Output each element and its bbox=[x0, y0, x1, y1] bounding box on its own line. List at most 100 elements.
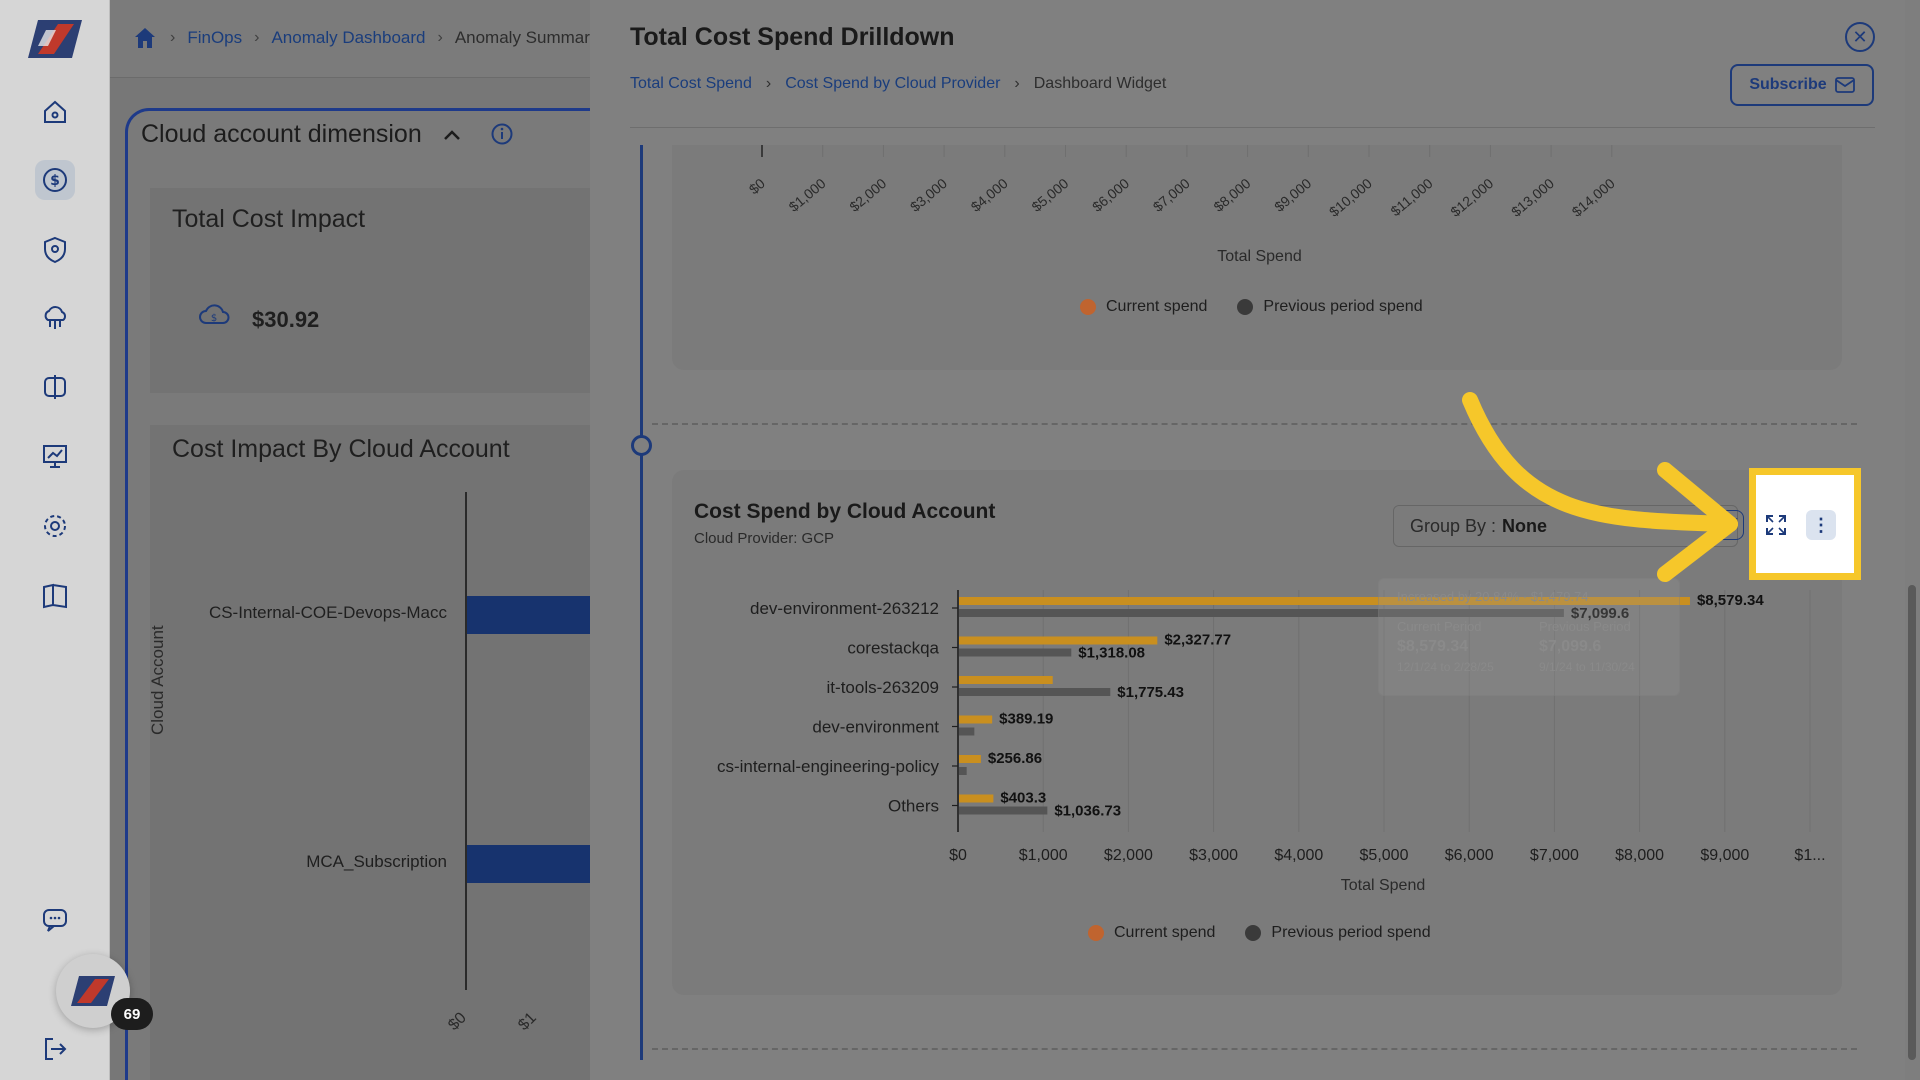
cloud-dollar-icon: $ bbox=[199, 304, 230, 324]
data-label-previous: $1,318.08 bbox=[1078, 645, 1145, 662]
drilldown-drawer: Total Cost Spend Drilldown ✕ Total Cost … bbox=[590, 0, 1920, 1080]
breadcrumb-finops[interactable]: FinOps bbox=[187, 28, 243, 47]
bar-previous[interactable] bbox=[959, 727, 975, 736]
security-icon[interactable] bbox=[35, 230, 75, 270]
x-tick-label: $5,000 bbox=[1360, 847, 1409, 864]
bar-previous[interactable] bbox=[959, 609, 1564, 617]
current-legend-dot bbox=[1088, 925, 1104, 941]
drawer-title: Total Cost Spend Drilldown bbox=[630, 23, 955, 51]
docs-icon[interactable] bbox=[35, 575, 75, 615]
legend-current[interactable]: Current spend bbox=[1114, 924, 1216, 941]
bar-current[interactable] bbox=[959, 636, 1158, 645]
notification-badge[interactable]: 69 bbox=[111, 998, 153, 1030]
cost-impact-by-account-title: Cost Impact By Cloud Account bbox=[172, 435, 510, 463]
data-label-current: $403.3 bbox=[1000, 790, 1046, 807]
bar-previous[interactable] bbox=[959, 648, 1072, 657]
tooltip-previous-range: 9/1/24 to 11/30/24 bbox=[1539, 660, 1635, 674]
account-chart-legend: Current spend Previous period spend bbox=[1088, 924, 1431, 942]
bar-current[interactable] bbox=[959, 597, 1690, 605]
bar-current[interactable] bbox=[959, 676, 1053, 684]
timeline-line bbox=[640, 145, 643, 1060]
chevron-right-icon: › bbox=[437, 29, 443, 46]
tooltip-header: Increased by 20.84% · $1,479.74 bbox=[1397, 589, 1589, 604]
category-label: dev-environment bbox=[812, 718, 939, 737]
tooltip-previous-value: $7,099.6 bbox=[1539, 638, 1602, 655]
chart-title: Cost Spend by Cloud Account bbox=[694, 500, 996, 523]
breadcrumb-cost-by-provider[interactable]: Cost Spend by Cloud Provider bbox=[785, 75, 1001, 92]
settings-icon[interactable] bbox=[35, 506, 75, 546]
info-icon[interactable] bbox=[490, 122, 514, 146]
bar-previous[interactable] bbox=[959, 806, 1048, 815]
x-tick-label: $8,000 bbox=[1615, 847, 1664, 864]
x-tick-label: $2,000 bbox=[1104, 847, 1153, 864]
tooltip-current-label: Current Period bbox=[1397, 619, 1482, 634]
section-divider bbox=[652, 423, 1857, 425]
provider-chart-axis: $0 $1,000 $2,000 $3,000 $4,000 $5,000 $6,000 $7… bbox=[746, 145, 1618, 220]
scrollbar-thumb[interactable] bbox=[1908, 585, 1916, 1060]
bar-current[interactable] bbox=[959, 715, 993, 724]
home-breadcrumb-icon[interactable] bbox=[132, 25, 158, 51]
reports-icon[interactable] bbox=[35, 436, 75, 476]
chat-icon[interactable] bbox=[35, 900, 75, 940]
bg-row-label: MCA_Subscription bbox=[306, 852, 447, 871]
logout-icon[interactable] bbox=[35, 1029, 75, 1069]
timeline-node bbox=[631, 435, 652, 456]
provider-chart-card: $0 $1,000 $2,000 $3,000 $4,000 $5,000 $6,000 $7… bbox=[672, 145, 1842, 370]
bg-bar[interactable] bbox=[467, 845, 590, 883]
bar-previous[interactable] bbox=[959, 767, 967, 775]
tooltip-current-range: 12/1/24 to 2/28/25 bbox=[1397, 660, 1494, 674]
provider-chart-xlabel: Total Spend bbox=[1217, 248, 1302, 265]
chevron-right-icon: › bbox=[1014, 75, 1020, 92]
x-tick-label: $1... bbox=[1794, 847, 1825, 864]
subscribe-button[interactable]: Subscribe bbox=[1730, 64, 1874, 106]
data-label-previous: $7,099.6 bbox=[1571, 605, 1629, 622]
x-tick-label: $6,000 bbox=[1445, 847, 1494, 864]
breadcrumb-total-cost-spend[interactable]: Total Cost Spend bbox=[630, 75, 752, 92]
cloud-network-icon[interactable] bbox=[35, 298, 75, 338]
expand-icon[interactable] bbox=[1762, 511, 1790, 539]
legend-previous[interactable]: Previous period spend bbox=[1263, 298, 1423, 315]
tooltip-previous-label: Previous Period bbox=[1539, 619, 1631, 634]
bg-bar[interactable] bbox=[467, 596, 590, 634]
chart-subtitle: Cloud Provider: GCP bbox=[694, 530, 835, 547]
divider bbox=[630, 127, 1875, 128]
data-label-previous: $1,775.43 bbox=[1117, 684, 1184, 701]
category-label: it-tools-263209 bbox=[827, 678, 939, 697]
x-tick-label: $9,000 bbox=[1700, 847, 1749, 864]
legend-current[interactable]: Current spend bbox=[1106, 298, 1208, 315]
breadcrumb-dashboard-widget: Dashboard Widget bbox=[1033, 75, 1167, 92]
total-cost-impact-card bbox=[150, 188, 590, 393]
bar-current[interactable] bbox=[959, 794, 994, 803]
mail-icon bbox=[1834, 77, 1855, 93]
total-cost-impact-amount: $30.92 bbox=[252, 307, 320, 332]
bar-previous[interactable] bbox=[959, 688, 1111, 696]
previous-legend-dot bbox=[1237, 299, 1254, 315]
more-options-icon[interactable]: ⋮ bbox=[1806, 510, 1836, 540]
previous-legend-dot bbox=[1245, 925, 1262, 941]
drawer-breadcrumb: Total Cost Spend › Cost Spend by Cloud P… bbox=[630, 75, 1166, 93]
bar-current[interactable] bbox=[959, 755, 981, 763]
x-tick-label: $4,000 bbox=[1274, 847, 1323, 864]
chevron-right-icon: › bbox=[765, 75, 772, 92]
close-icon[interactable]: ✕ bbox=[1845, 22, 1875, 52]
breadcrumb-anomaly-dashboard[interactable]: Anomaly Dashboard bbox=[271, 28, 426, 47]
compare-icon[interactable] bbox=[35, 367, 75, 407]
cost-icon[interactable]: $ bbox=[35, 160, 75, 200]
home-icon[interactable] bbox=[35, 92, 75, 132]
x-tick-label: $1,000 bbox=[1019, 847, 1068, 864]
provider-chart-legend: Current spend Previous period spend bbox=[1080, 298, 1423, 316]
cost-impact-by-account-card bbox=[150, 425, 590, 1080]
data-label-current: $2,327.77 bbox=[1164, 632, 1231, 649]
account-chart: $0 $1,000 $2,000 $3,000 $4,000 $5,000 $6,000 $7… bbox=[717, 590, 1826, 894]
cloud-account-axis-label: Cloud Account bbox=[148, 625, 167, 735]
data-label-current: $389.19 bbox=[999, 711, 1053, 728]
app-logo[interactable] bbox=[28, 20, 82, 58]
legend-previous[interactable]: Previous period spend bbox=[1271, 924, 1431, 941]
top-bar bbox=[110, 0, 590, 78]
category-label: cs-internal-engineering-policy bbox=[717, 757, 940, 776]
chevron-right-icon: › bbox=[254, 29, 260, 46]
category-label: Others bbox=[888, 797, 939, 816]
x-tick-label: $7,000 bbox=[1530, 847, 1579, 864]
chevron-up-icon[interactable] bbox=[441, 124, 463, 146]
bg-row-label: CS-Internal-COE-Devops-Macc bbox=[208, 603, 447, 622]
